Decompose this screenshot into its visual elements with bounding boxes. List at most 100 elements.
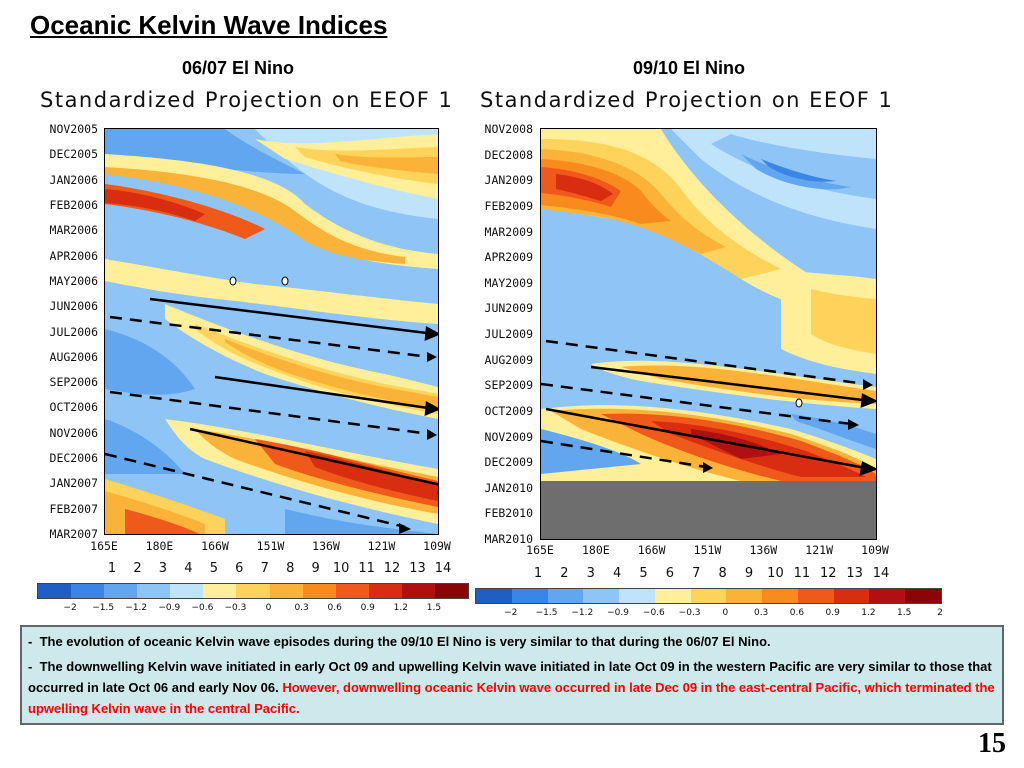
lontick-label: 3 [158, 561, 168, 576]
xtick-label: 165E [90, 539, 118, 553]
lontick-label: 12 [819, 566, 837, 581]
colorbar-swatch [547, 589, 584, 603]
panel-right-subtitle: 09/10 El Nino [633, 58, 746, 78]
xtick-label: 121W [367, 539, 396, 553]
ytick-label: MAR2009 [484, 224, 533, 239]
ytick-label: SEP2006 [49, 375, 98, 390]
ytick-label: NOV2005 [49, 122, 98, 136]
colorbar-swatch [511, 589, 548, 603]
ytick-label: MAR2006 [49, 223, 98, 238]
ytick-label: FEB2009 [484, 198, 533, 213]
colorbar-swatch [905, 589, 941, 603]
colorbar-tick-label: 0.3 [294, 603, 309, 613]
ytick-label: JUL2006 [49, 324, 98, 339]
panel-left-subtitle: 06/07 El Nino [182, 58, 295, 78]
colorbar-tick-label: 1.2 [861, 608, 876, 618]
ytick-label: JUL2009 [484, 327, 533, 341]
xtick-label: 136W [749, 543, 778, 557]
ytick-label: JAN2009 [484, 173, 533, 188]
note-2-text: The downwelling Kelvin wave initiated in… [28, 659, 992, 695]
colorbar-swatch [269, 584, 303, 598]
ytick-label: MAR2007 [49, 527, 98, 541]
ytick-label: OCT2009 [484, 403, 533, 418]
lontick-label: 7 [260, 561, 269, 576]
lontick-label: 1 [107, 561, 117, 576]
lontick-label: 3 [586, 566, 595, 581]
colorbar-tick-label: 1.5 [897, 608, 912, 618]
ytick-label: APR2009 [484, 250, 533, 265]
ytick-label: MAR2010 [484, 532, 533, 546]
colorbar-swatch [302, 584, 336, 598]
ytick-label: SEP2009 [484, 378, 533, 393]
ytick-label: OCT2006 [49, 400, 98, 415]
ytick-label: FEB2007 [49, 501, 98, 516]
ytick-label: DEC2008 [484, 147, 533, 162]
heatmap-left-svg [105, 129, 438, 534]
colorbar-tick-label: 0 [722, 608, 729, 618]
lontick-label: 8 [718, 566, 727, 581]
xtick-label: 151W [256, 539, 285, 553]
xtick-label: 166W [201, 539, 229, 553]
ytick-label: DEC2005 [49, 147, 98, 162]
colorbar-swatch [71, 584, 105, 598]
note-2: - The downwelling Kelvin wave initiated … [28, 656, 996, 719]
colorbar-tick-label: −1.5 [92, 603, 115, 613]
ytick-label: DEC2006 [49, 451, 98, 466]
lontick-label: 1 [533, 566, 543, 581]
colorbar-tick-label: −2 [504, 608, 518, 618]
ytick-label: JUN2006 [49, 299, 98, 314]
lontick-label: 13 [846, 566, 863, 581]
lontick-label: 11 [793, 566, 811, 581]
page-title: Oceanic Kelvin Wave Indices [30, 10, 388, 40]
xtick-label: 151W [693, 543, 722, 557]
colorbar-tick-label: 1.5 [426, 603, 442, 613]
lontick-label: 2 [560, 566, 569, 581]
ytick-label: MAY2006 [49, 273, 98, 288]
lontick-label: 11 [358, 561, 375, 576]
colorbar-tick-label: 0.9 [360, 603, 375, 613]
ytick-label: DEC2009 [484, 455, 533, 470]
colorbar-tick-label: 0.3 [753, 608, 769, 618]
ytick-label: JAN2007 [49, 476, 98, 491]
heatmap-right-svg [541, 129, 876, 539]
colorbar-swatch [104, 584, 138, 598]
colorbar-swatch [583, 589, 620, 603]
colorbar-swatch [619, 589, 655, 603]
colorbar-swatch [762, 589, 798, 603]
ytick-label: JUN2009 [484, 301, 533, 316]
colorbar-tick-label: −0.9 [607, 608, 629, 618]
ytick-label: FEB2010 [484, 506, 533, 521]
ytick-label: NOV2008 [484, 122, 533, 136]
xtick-label: 136W [312, 539, 340, 553]
panel-left-plot-title: Standardized Projection on EEOF 1 [40, 88, 454, 112]
lontick-label: 9 [744, 566, 754, 581]
lontick-label: 5 [639, 566, 648, 581]
colorbar-swatch [797, 589, 834, 603]
colorbar-swatch [137, 584, 171, 598]
colorbar-swatch [726, 589, 763, 603]
lontick-label: 5 [209, 561, 218, 576]
colorbar-tick-label: −2 [63, 603, 77, 613]
lontick-label: 4 [613, 566, 622, 581]
colorbar-swatch [476, 589, 512, 603]
lontick-label: 6 [235, 561, 244, 576]
lontick-label: 6 [665, 566, 675, 581]
colorbar-tick-label: −0.6 [642, 608, 665, 618]
colorbar-swatch [170, 584, 204, 598]
lontick-label: 10 [332, 561, 350, 576]
xtick-label: 180E [581, 543, 610, 557]
lontick-label: 2 [133, 561, 142, 576]
ytick-label: NOV2006 [49, 425, 98, 440]
colorbar-swatch [203, 584, 237, 598]
colorbar-swatch [368, 584, 402, 598]
colorbar-tick-label: 2 [937, 608, 943, 618]
lontick-label: 4 [184, 561, 193, 576]
note-2-highlight: However, downwelling oceanic Kelvin wave… [28, 680, 995, 716]
lontick-label: 9 [311, 561, 320, 576]
colorbar-tick-label: 0.9 [825, 608, 840, 618]
ytick-label: AUG2006 [49, 349, 98, 364]
ytick-label: NOV2009 [484, 429, 533, 444]
colorbar-swatch [434, 584, 469, 598]
colorbar-swatch [690, 589, 727, 603]
colorbar-tick-label: 0.6 [327, 603, 342, 613]
